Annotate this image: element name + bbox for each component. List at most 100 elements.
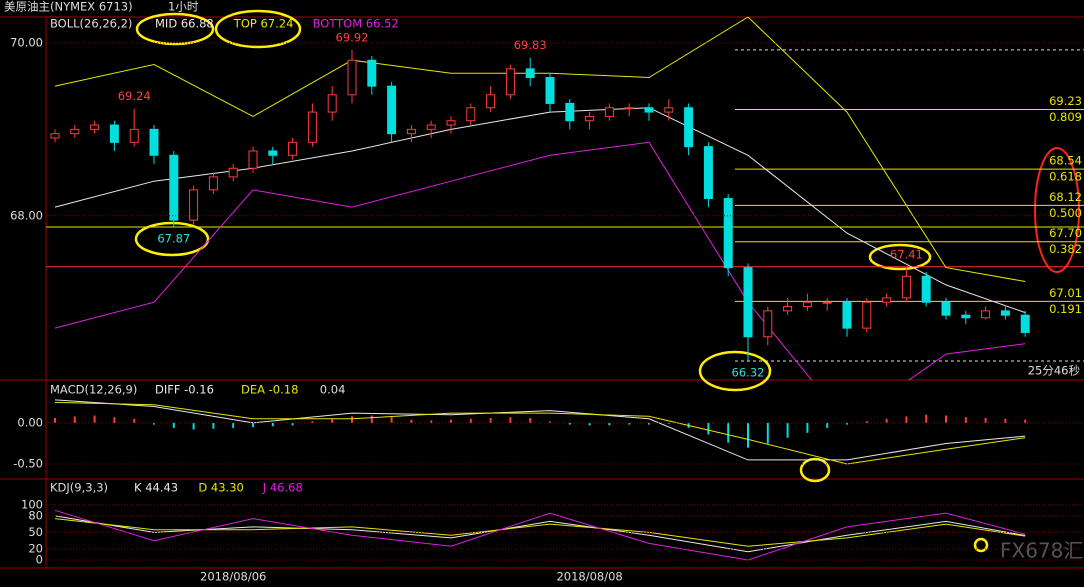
candle-body [169, 154, 179, 221]
y-tick-label: 80 [28, 508, 43, 522]
candle-body [446, 120, 456, 126]
candle-body [664, 107, 674, 113]
candle-body [50, 133, 60, 139]
candle-body [901, 275, 911, 299]
x-tick-label: 2018/08/06 [200, 570, 266, 584]
price-annotation: 69.92 [336, 30, 369, 44]
candle-body [961, 314, 971, 319]
candle-body [288, 141, 298, 156]
candle-body [703, 146, 713, 199]
fib-price: 68.12 [1049, 190, 1082, 204]
candle-body [367, 59, 377, 87]
candle-body [466, 107, 476, 122]
fib-ratio: 0.809 [1049, 110, 1082, 124]
countdown: 25分46秒 [1028, 364, 1080, 378]
y-tick-label: 50 [28, 525, 43, 539]
y-tick-label: 100 [21, 497, 43, 511]
candle-body [842, 301, 852, 329]
candle-body [981, 310, 991, 319]
candle-body [268, 150, 278, 156]
candle-body [565, 102, 575, 122]
legend-entry: 0.04 [320, 383, 346, 397]
watermark: FX678汇通网 [1000, 539, 1084, 563]
indicator-line [54, 141, 1026, 380]
candle-body [426, 124, 436, 130]
legend-entry: K 44.43 [134, 481, 178, 495]
y-tick-label: -0.50 [13, 457, 43, 471]
candle-body [208, 176, 218, 191]
fib-price: 67.01 [1049, 286, 1082, 300]
legend-entry: DIFF -0.16 [155, 383, 214, 397]
legend-entry: BOTTOM 66.52 [313, 17, 399, 31]
price-annotation: 69.24 [118, 89, 151, 103]
x-tick-label: 2018/08/08 [556, 570, 622, 584]
candle-body [347, 59, 357, 96]
candle-body [585, 115, 595, 122]
y-tick-label: 70.00 [10, 35, 43, 49]
candle-body [1000, 310, 1010, 316]
highlight-ellipse [1034, 147, 1080, 273]
indicator-line [54, 515, 1026, 553]
fib-price: 69.23 [1049, 94, 1082, 108]
legend-entry: MID 66.88 [155, 17, 214, 31]
candle-body [149, 128, 159, 156]
fib-ratio: 0.191 [1049, 302, 1082, 316]
candle-body [802, 301, 812, 308]
indicator-line [54, 399, 1026, 461]
fib-ratio: 0.382 [1049, 242, 1082, 256]
indicator-line [54, 518, 1026, 547]
candle-body [90, 124, 100, 130]
legend-title: KDJ(9,3,3) [50, 481, 108, 495]
y-tick-label: 0 [36, 552, 43, 566]
indicator-line [54, 107, 1026, 314]
candle-body [822, 301, 832, 304]
price-annotation: 69.83 [514, 38, 547, 52]
y-tick-label: 68.00 [10, 208, 43, 222]
candle-body [70, 128, 80, 135]
candle-body [882, 297, 892, 303]
candle-body [387, 85, 397, 135]
candle-body [248, 150, 258, 169]
candle-body [486, 94, 496, 109]
price-annotation: 67.41 [890, 247, 923, 261]
candle-body [723, 198, 733, 269]
y-tick-label: 0.00 [17, 415, 43, 429]
candle-body [1020, 314, 1030, 333]
candle-body [109, 124, 119, 143]
candle-body [783, 306, 793, 312]
candle-body [684, 107, 694, 148]
plot [46, 17, 1084, 380]
fib-price: 68.54 [1049, 154, 1082, 168]
candle-body [327, 94, 337, 113]
candle-body [862, 301, 872, 329]
indicator-line [54, 401, 1026, 465]
candle-body [525, 68, 535, 78]
candle-body [505, 68, 515, 96]
candle-body [604, 107, 614, 117]
candle-body [129, 128, 139, 143]
candle-body [189, 189, 199, 221]
candle-body [921, 275, 931, 303]
y-tick-label: 20 [28, 541, 43, 555]
indicator-line [54, 509, 1026, 561]
legend-entry: DEA -0.18 [241, 383, 298, 397]
fib-ratio: 0.500 [1049, 206, 1082, 220]
candle-body [545, 77, 555, 104]
legend-entry: J 46.68 [262, 481, 303, 495]
plot [54, 399, 1027, 465]
candle-body [763, 310, 773, 338]
candle-body [406, 128, 416, 135]
fib-price: 67.70 [1049, 226, 1082, 240]
fib-ratio: 0.618 [1049, 170, 1082, 184]
legend-title: BOLL(26,26,2) [50, 17, 132, 31]
plot [54, 509, 1026, 561]
legend-title: MACD(12,26,9) [50, 383, 137, 397]
legend-entry: D 43.30 [198, 481, 243, 495]
candle-body [743, 267, 753, 338]
price-annotation: 66.32 [732, 365, 765, 379]
period[interactable]: 1小时 [168, 0, 199, 14]
candle-body [228, 167, 238, 178]
price-annotation: 67.87 [157, 232, 190, 246]
candle-body [941, 301, 951, 316]
